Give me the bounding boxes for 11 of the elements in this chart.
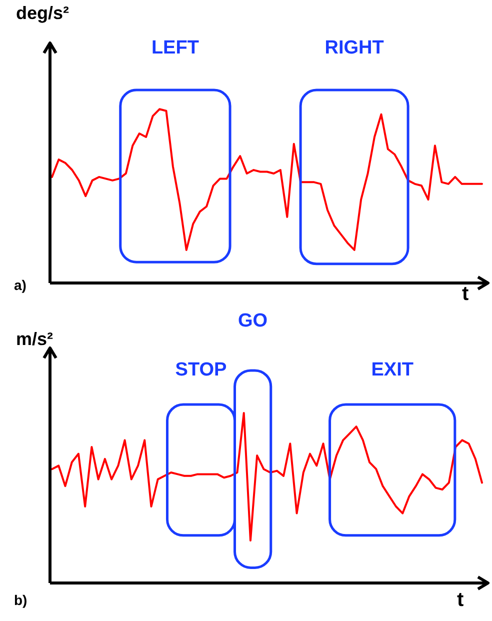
y-axis-title: m/s² — [16, 329, 54, 349]
x-axis-title: t — [457, 589, 464, 611]
text: LEFT — [151, 38, 200, 59]
text: RIGHT — [324, 38, 384, 59]
text: GO — [238, 310, 268, 332]
y-axis-title: deg/s² — [16, 3, 70, 23]
text: STOP — [175, 360, 228, 381]
text: a) — [14, 277, 26, 293]
text: b) — [14, 592, 28, 608]
x-axis-title: t — [462, 283, 469, 305]
text: EXIT — [371, 360, 414, 381]
